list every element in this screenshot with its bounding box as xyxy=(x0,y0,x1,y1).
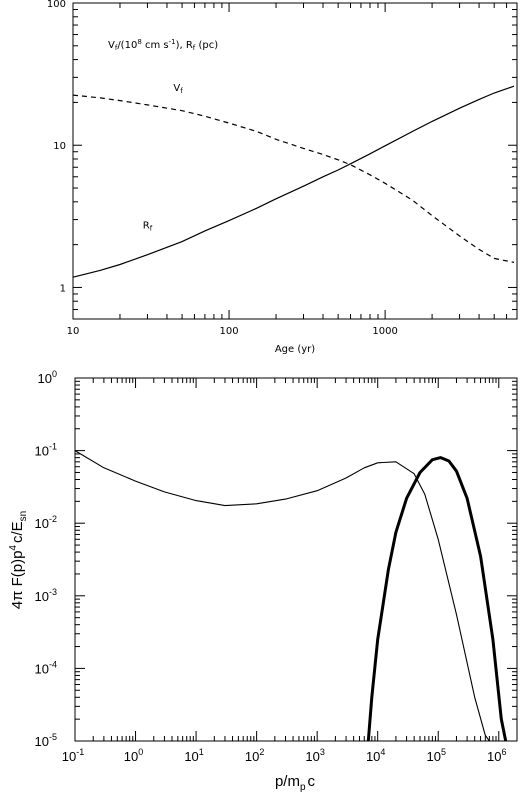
series-label-rf: Rf xyxy=(143,220,153,232)
x-tick-label: 105 xyxy=(426,747,445,764)
x-tick-label: 10-1 xyxy=(62,747,84,764)
x-tick-label: 1000 xyxy=(372,326,397,337)
x-tick-label: 103 xyxy=(305,747,324,764)
spectrum-line-thin xyxy=(74,450,490,742)
x-tick-label: 104 xyxy=(366,747,385,764)
top-axis-ticks: 10 100 1000 1 10 100 xyxy=(47,0,518,337)
x-tick-label: 100 xyxy=(124,747,143,764)
top-x-axis-label: Age (yr) xyxy=(275,344,315,355)
top-series-lines xyxy=(72,85,515,278)
y-tick-label: 10-4 xyxy=(35,659,57,676)
series-line-rf xyxy=(72,85,515,278)
bottom-plot-frame xyxy=(74,377,518,742)
spectrum-line-thick xyxy=(366,456,508,742)
x-tick-label: 100 xyxy=(220,326,239,337)
bottom-x-axis-label: p/mp c xyxy=(275,773,316,793)
top-annotation: Vf/(108 cm s-1), Rf (pc) xyxy=(108,38,218,52)
y-tick-label: 10 xyxy=(53,141,66,152)
y-tick-label: 10-2 xyxy=(35,514,57,531)
bottom-y-axis-label: 4π F(p)p4c/Esn xyxy=(8,511,29,610)
x-tick-label: 102 xyxy=(245,747,264,764)
bottom-series-lines xyxy=(74,450,508,742)
x-tick-label: 106 xyxy=(487,747,506,764)
y-tick-label: 10-3 xyxy=(35,587,57,604)
y-tick-label: 100 xyxy=(38,369,57,386)
top-plot-frame xyxy=(72,2,518,320)
top-series-labels: Vf Rf xyxy=(143,83,183,232)
y-tick-label: 1 xyxy=(60,283,66,294)
y-tick-label: 100 xyxy=(47,0,66,10)
series-line-vf xyxy=(72,94,515,263)
age-evolution-chart: 10 100 1000 1 10 100 Vf/(108 cm s-1), Rf (pc)… xyxy=(47,0,518,355)
series-label-vf: Vf xyxy=(173,83,183,95)
x-tick-label: 10 xyxy=(67,326,80,337)
momentum-spectrum-chart: 10-1 100 101 102 103 104 105 106 10-5 10-4 10-3 10-… xyxy=(8,369,518,793)
bottom-axis-ticks: 10-1 100 101 102 103 104 105 106 10-5 10-4 10-3 10-… xyxy=(35,369,518,764)
x-tick-label: 101 xyxy=(184,747,203,764)
y-tick-label: 10-1 xyxy=(35,442,57,459)
y-tick-label: 10-5 xyxy=(35,732,57,749)
